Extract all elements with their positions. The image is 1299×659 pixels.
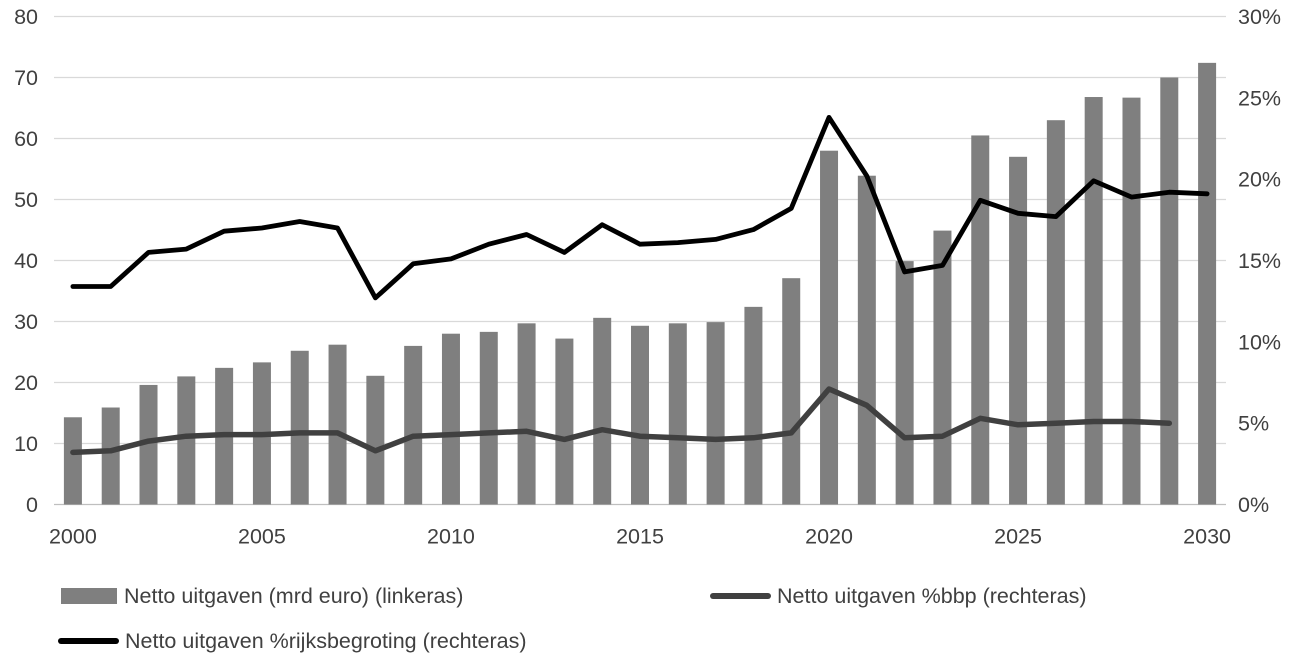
x-axis-label-2010: 2010 [427,525,475,549]
bar-2025 [1009,156,1028,505]
bar-2020 [820,150,839,505]
y-axis-left-label: 0 [26,493,38,517]
y-axis-right-label: 10% [1238,330,1281,354]
x-axis-label-2015: 2015 [616,525,664,549]
bar-2019 [782,278,801,505]
x-axis-label-2005: 2005 [238,525,286,549]
legend-item-netto-uitgaven-mrd: Netto uitgaven (mrd euro) (linkeras) [61,585,463,607]
bar-2013 [555,338,574,505]
bar-2006 [290,350,309,505]
y-axis-right-label: 15% [1238,249,1281,273]
y-axis-left-label: 20 [14,371,38,395]
line-series-swatch [58,638,119,644]
bar-2007 [328,344,347,505]
bar-2001 [101,407,120,505]
y-axis-left-label: 40 [14,249,38,273]
y-axis-left-label: 60 [14,127,38,151]
line-rijksbegroting [70,115,1210,301]
x-axis-label-2020: 2020 [805,525,853,549]
y-axis-right-label: 30% [1238,5,1281,29]
y-axis-left-label: 10 [14,432,38,456]
y-axis-right-label: 20% [1238,168,1281,192]
y-axis-left-label: 50 [14,188,38,212]
bar-2030 [1198,62,1217,505]
legend-label: Netto uitgaven %rijksbegroting (rechtera… [125,629,527,653]
x-axis-label-2025: 2025 [994,525,1042,549]
y-axis-right-label: 25% [1238,86,1281,110]
bar-2002 [139,384,158,505]
bar-2003 [177,376,196,505]
bar-2026 [1046,120,1065,505]
line-bbp [70,386,1173,456]
y-axis-left-label: 80 [14,5,38,29]
y-axis-right-label: 5% [1238,412,1269,436]
y-axis-right-label: 0% [1238,493,1269,517]
bar-2014 [593,317,612,505]
bar-2000 [63,417,82,505]
line-series-swatch [710,593,771,599]
bar-2028 [1122,97,1141,505]
bar-2016 [668,323,687,505]
y-axis-left-label: 30 [14,310,38,334]
legend-item-netto-uitgaven-bbp: Netto uitgaven %bbp (rechteras) [710,585,1087,607]
bar-2024 [971,135,990,505]
bar-series-swatch [61,588,117,604]
bar-2015 [631,325,649,505]
bar-2027 [1084,97,1103,505]
x-axis-label-2030: 2030 [1183,525,1231,549]
bar-2029 [1160,77,1179,505]
bar-2018 [744,306,763,505]
legend-label: Netto uitgaven (mrd euro) (linkeras) [124,584,464,608]
bar-2022 [895,261,914,505]
y-axis-left-label: 70 [14,66,38,90]
bar-2012 [517,323,536,505]
bar-2010 [441,333,460,505]
legend-label: Netto uitgaven %bbp (rechteras) [777,584,1087,608]
bar-2017 [706,322,725,505]
bar-2008 [366,375,385,505]
x-axis-label-2000: 2000 [49,525,97,549]
bar-2021 [857,175,876,505]
bar-2023 [933,230,952,505]
bar-2009 [404,345,423,505]
bar-2011 [479,331,498,505]
legend-item-netto-uitgaven-rijksbegroting: Netto uitgaven %rijksbegroting (rechtera… [58,630,527,652]
